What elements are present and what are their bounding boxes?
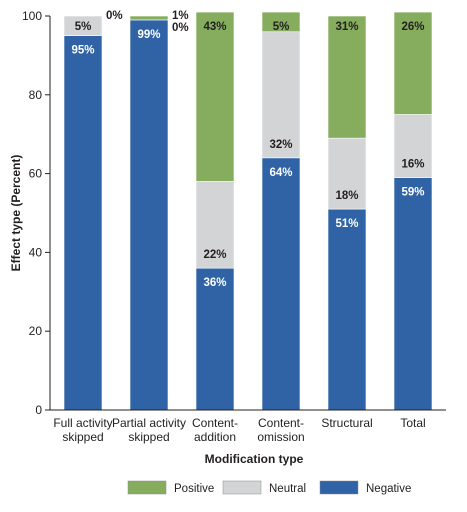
bar-neutral — [261, 31, 301, 159]
bar-negative — [129, 19, 169, 411]
y-axis: 0 20 40 60 80 100 — [22, 9, 51, 417]
bar-positive — [261, 11, 301, 33]
x-category-label-line: Structural — [321, 416, 372, 430]
x-category-label: Content-addition — [192, 416, 238, 444]
x-category-label: Structural — [321, 416, 372, 430]
bar-neutral — [393, 114, 433, 178]
bar-positive — [195, 11, 235, 182]
data-label-neutral: 22% — [203, 249, 226, 261]
data-label-positive: 0% — [106, 10, 123, 22]
data-label-positive: 31% — [335, 21, 358, 33]
data-label-positive: 43% — [203, 21, 226, 33]
x-category-label-line: addition — [194, 430, 236, 444]
y-tick-label: 0 — [35, 403, 42, 417]
x-axis-title: Modification type — [205, 452, 304, 466]
bar-negative — [63, 35, 103, 411]
data-label-positive: 26% — [401, 21, 424, 33]
data-label-neutral: 32% — [269, 139, 292, 151]
y-tick-label: 20 — [29, 324, 43, 338]
bar-positive — [129, 15, 169, 21]
x-category-label-line: omission — [257, 430, 304, 444]
legend-swatch-negative — [319, 480, 359, 495]
data-label-positive: 1% — [172, 10, 189, 22]
y-tick-label: 60 — [29, 167, 43, 181]
x-category-label-line: skipped — [62, 430, 103, 444]
bar-positive — [393, 11, 433, 115]
y-tick-label: 100 — [22, 9, 42, 23]
data-label-positive: 5% — [273, 21, 290, 33]
data-label-negative: 36% — [203, 277, 226, 289]
x-category-label-line: skipped — [128, 430, 169, 444]
y-tick-label: 80 — [29, 88, 43, 102]
legend-swatch-neutral — [222, 480, 262, 495]
x-category-label: Full activity skipped — [53, 416, 112, 444]
legend-label-positive: Positive — [174, 483, 214, 495]
x-category-label: Partial activity skipped — [112, 416, 186, 444]
legend-label-neutral: Neutral — [269, 483, 306, 495]
x-category-label-line: Content- — [258, 416, 304, 430]
x-category-label-line: Partial activity — [112, 416, 186, 430]
data-label-negative: 99% — [137, 29, 160, 41]
data-label-neutral: 5% — [75, 21, 92, 33]
data-label-neutral: 0% — [172, 22, 189, 34]
x-category-label: Total — [400, 416, 425, 430]
data-label-negative: 59% — [401, 187, 424, 199]
data-label-negative: 95% — [71, 45, 94, 57]
bar-negative — [327, 208, 367, 411]
legend-label-negative: Negative — [366, 483, 411, 495]
y-tick-label: 40 — [29, 245, 43, 259]
bar-neutral — [63, 15, 103, 37]
bar-positive — [327, 15, 367, 139]
x-category-label-line: Full activity — [53, 416, 112, 430]
x-category-label-line: Content- — [192, 416, 238, 430]
bar-negative — [195, 267, 235, 411]
y-axis-title: Effect type (Percent) — [9, 155, 23, 272]
legend-swatch-positive — [127, 480, 167, 495]
data-label-neutral: 18% — [335, 190, 358, 202]
bar-negative — [393, 177, 433, 411]
legend: Positive Neutral Negative — [127, 480, 411, 495]
data-label-neutral: 16% — [401, 159, 424, 171]
x-category-label: Content-omission — [257, 416, 304, 444]
bars-group: 95%5%0%99%0%1%36%22%43%64%32%5%51%18%31%… — [63, 10, 433, 411]
bar-negative — [261, 157, 301, 411]
x-category-label-line: Total — [400, 416, 425, 430]
data-label-negative: 64% — [269, 167, 292, 179]
data-label-negative: 51% — [335, 218, 358, 230]
bar-neutral — [327, 137, 367, 210]
